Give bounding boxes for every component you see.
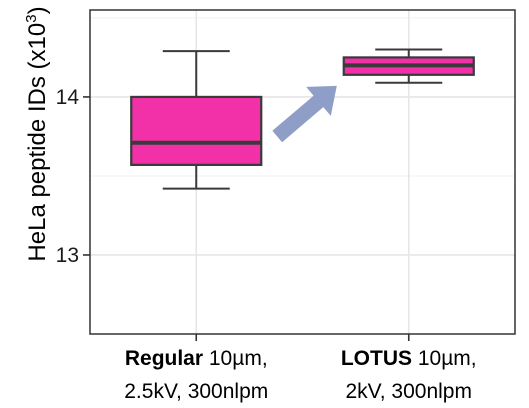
boxes — [130, 48, 475, 190]
plot-frame — [89, 9, 516, 335]
x-tick-label-regular: Regular 10µm, 2.5kV, 300nlpm — [124, 347, 269, 403]
annotation-arrow — [272, 85, 337, 143]
y-axis-label: HeLa peptide IDs (x103) — [23, 6, 51, 262]
x-tick-label-lotus: LOTUS 10µm, 2kV, 300nlpm — [340, 347, 477, 403]
box-1 — [342, 48, 475, 84]
y-tick-label: 13 — [56, 244, 79, 267]
box-iqr — [130, 95, 263, 166]
y-tick-label: 14 — [56, 86, 80, 109]
y-axis-ticks: 13 14 — [56, 86, 410, 341]
annotation-arrow-layer — [272, 85, 337, 143]
box-0 — [130, 50, 263, 190]
